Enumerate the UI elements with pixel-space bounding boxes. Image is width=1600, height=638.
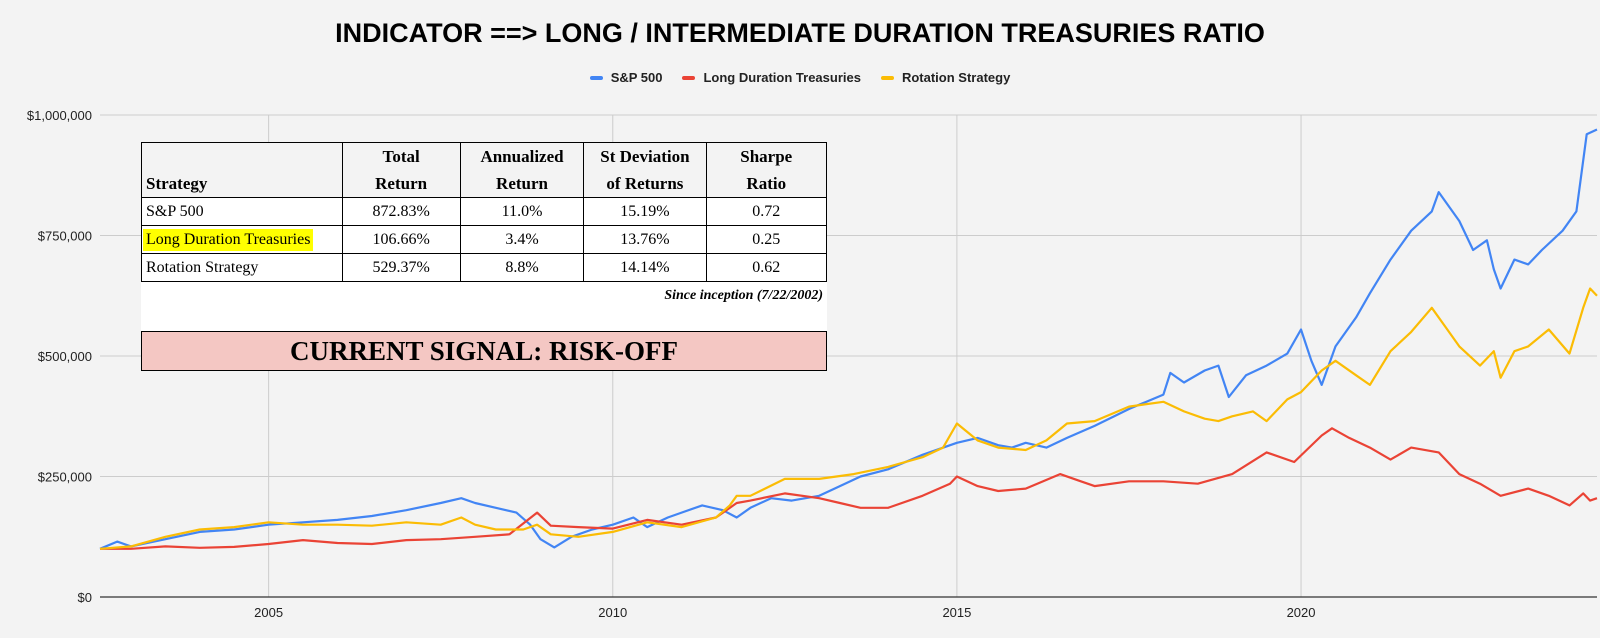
cell-text: 11.0%	[501, 202, 543, 220]
stat-cell: 529.37%	[341, 253, 461, 282]
legend-label: Long Duration Treasuries	[703, 70, 861, 85]
legend-swatch	[682, 75, 696, 80]
strategy-name-cell: Long Duration Treasuries	[141, 225, 343, 254]
stats-panel: Strategy Total Return Annualized Return St De…	[141, 142, 828, 371]
series-line-1	[100, 427, 1598, 550]
cell-text: 3.4%	[505, 230, 539, 248]
header-line	[146, 143, 338, 170]
x-tick-label: 2010	[598, 605, 627, 620]
stat-cell: 13.76%	[583, 225, 707, 254]
cell-text: 0.72	[752, 202, 781, 220]
inception-note-text: Since inception (7/22/2002)	[664, 288, 823, 303]
stats-row: S&P 500 872.83% 11.0% 15.19% 0.72	[141, 197, 828, 226]
cell-text: Long Duration Treasuries	[143, 228, 314, 251]
y-tick-label: $250,000	[38, 470, 92, 485]
legend-swatch	[589, 75, 603, 80]
stats-header-cell: Strategy	[141, 142, 343, 198]
stat-cell: 872.83%	[341, 197, 461, 226]
legend-label: S&P 500	[610, 70, 663, 85]
header-line: Return	[375, 174, 428, 193]
stats-row: Long Duration Treasuries 106.66% 3.4% 13.76…	[141, 225, 828, 254]
legend-item: S&P 500	[589, 70, 663, 85]
stats-header-cell: Sharpe Ratio	[705, 142, 828, 198]
legend-label: Rotation Strategy	[901, 70, 1011, 85]
chart-title: INDICATOR ==> LONG / INTERMEDIATE DURATI…	[335, 18, 1265, 48]
stat-cell: 11.0%	[459, 197, 585, 226]
stats-header-row: Strategy Total Return Annualized Return St De…	[141, 142, 828, 198]
stat-cell: 0.62	[705, 253, 828, 282]
stats-header-cell: Annualized Return	[459, 142, 585, 198]
cell-text: 14.14%	[620, 258, 670, 276]
stat-cell: 14.14%	[583, 253, 707, 282]
stats-table: Strategy Total Return Annualized Return St De…	[141, 142, 828, 282]
header-line: Strategy	[146, 174, 208, 193]
x-tick-label: 2005	[254, 605, 283, 620]
inception-note: Since inception (7/22/2002)	[141, 282, 827, 310]
y-tick-label: $500,000	[38, 349, 92, 364]
series-line-0	[99, 128, 1598, 550]
cell-text: 15.19%	[620, 202, 670, 220]
legend-item: Long Duration Treasuries	[682, 70, 861, 85]
x-tick-label: 2015	[942, 605, 971, 620]
stat-cell: 8.8%	[459, 253, 585, 282]
header-line: Annualized	[480, 147, 564, 166]
cell-text: Rotation Strategy	[146, 258, 259, 276]
stat-cell: 3.4%	[459, 225, 585, 254]
header-line: Total	[382, 147, 420, 166]
y-tick-label: $0	[78, 590, 92, 605]
cell-text: 872.83%	[372, 202, 430, 220]
y-tick-label: $750,000	[38, 229, 92, 244]
legend-item: Rotation Strategy	[880, 70, 1011, 85]
current-signal-banner: CURRENT SIGNAL: RISK-OFF	[141, 331, 827, 371]
stat-cell: 15.19%	[583, 197, 707, 226]
legend: S&P 500 Long Duration Treasuries Rotation …	[0, 70, 1600, 85]
panel-spacer	[141, 310, 827, 331]
header-line: St Deviation	[600, 147, 690, 166]
series-line-2	[99, 287, 1598, 550]
header-line: Ratio	[746, 174, 787, 193]
strategy-name-cell: S&P 500	[141, 197, 343, 226]
legend-swatch	[880, 75, 894, 80]
y-tick-label: $1,000,000	[27, 108, 92, 123]
stat-cell: 0.25	[705, 225, 828, 254]
x-tick-label: 2020	[1287, 605, 1316, 620]
cell-text: S&P 500	[146, 202, 204, 220]
cell-text: 0.62	[752, 258, 781, 276]
cell-text: 8.8%	[505, 258, 539, 276]
cell-text: 529.37%	[372, 258, 430, 276]
header-line: of Returns	[606, 174, 684, 193]
cell-text: 106.66%	[372, 230, 430, 248]
stat-cell: 0.72	[705, 197, 828, 226]
stat-cell: 106.66%	[341, 225, 461, 254]
stats-header-cell: St Deviation of Returns	[583, 142, 707, 198]
strategy-name-cell: Rotation Strategy	[141, 253, 343, 282]
cell-text: 0.25	[752, 230, 781, 248]
header-line: Return	[496, 174, 548, 193]
cell-text: 13.76%	[620, 230, 670, 248]
stats-header-cell: Total Return	[341, 142, 461, 198]
stats-row: Rotation Strategy 529.37% 8.8% 14.14% 0.62	[141, 253, 828, 282]
header-line: Sharpe	[740, 147, 793, 166]
